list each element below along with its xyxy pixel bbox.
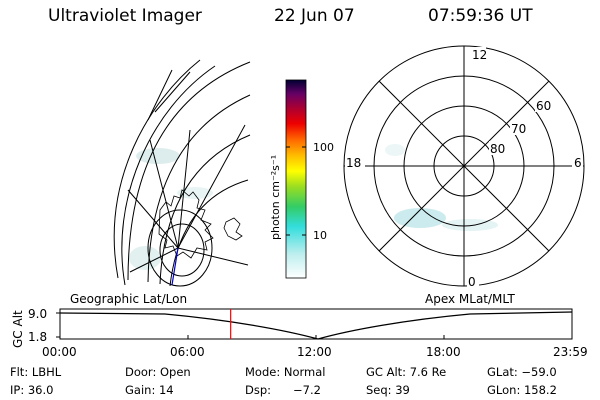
gc-alt-info: GC Alt: 7.6 Re [366,365,447,379]
dsp-value: −7.2 [293,383,321,397]
color-bar-tick-10: 10 [313,229,327,242]
apex-panel-label: Apex MLat/MLT [425,292,515,306]
x-tick-1800: 18:00 [426,345,461,359]
sun-direction-line [171,247,179,286]
ip-info: IP: 36.0 [10,383,54,397]
glon-info: GLon: 158.2 [487,383,557,397]
coastline-outline [158,189,214,259]
gain-info: Gain: 14 [125,383,174,397]
geographic-panel-label: Geographic Lat/Lon [70,292,188,306]
dsp-label: Dsp: [245,383,272,397]
color-bar-gradient [285,79,307,279]
x-tick-2359: 23:59 [553,345,588,359]
mlt-label-0: 0 [468,275,476,289]
map-grid-lines [113,59,251,287]
x-tick-0000: 00:00 [42,345,77,359]
lat-label-70: 70 [511,122,526,136]
aurora-emission-polar-2 [442,219,498,231]
time-label: 07:59:36 UT [428,6,533,26]
mlt-label-12: 12 [472,48,487,62]
aurora-emission-left-3 [177,187,213,199]
color-bar-tick-100: 100 [313,141,334,154]
altitude-curve [59,311,573,340]
aurora-emission-polar-3 [385,144,405,156]
polar-diagonal-2 [378,80,550,252]
glat-info: GLat: −59.0 [487,365,557,379]
altitude-axis-label: GC Alt [11,310,25,348]
island-outline [223,217,243,241]
y-tick-1-8: 1.8 [28,330,47,344]
mlt-label-6: 6 [574,156,582,170]
x-tick-1200: 12:00 [297,345,332,359]
aurora-emission-left-1 [136,148,180,164]
door-info: Door: Open [125,365,191,379]
color-bar-label: photon cm⁻²s⁻¹ [269,155,282,240]
aurora-emission-left-2 [129,246,161,270]
instrument-title: Ultraviolet Imager [48,6,202,26]
date-label: 22 Jun 07 [274,6,355,26]
mlt-label-18: 18 [346,156,361,170]
filter-info: Flt: LBHL [10,365,62,379]
mode-info: Mode: Normal [245,365,326,379]
y-tick-9: 9.0 [28,307,47,321]
lat-label-60: 60 [536,99,551,113]
seq-info: Seq: 39 [366,383,410,397]
x-tick-0600: 06:00 [170,345,205,359]
lat-label-80: 80 [490,142,505,156]
